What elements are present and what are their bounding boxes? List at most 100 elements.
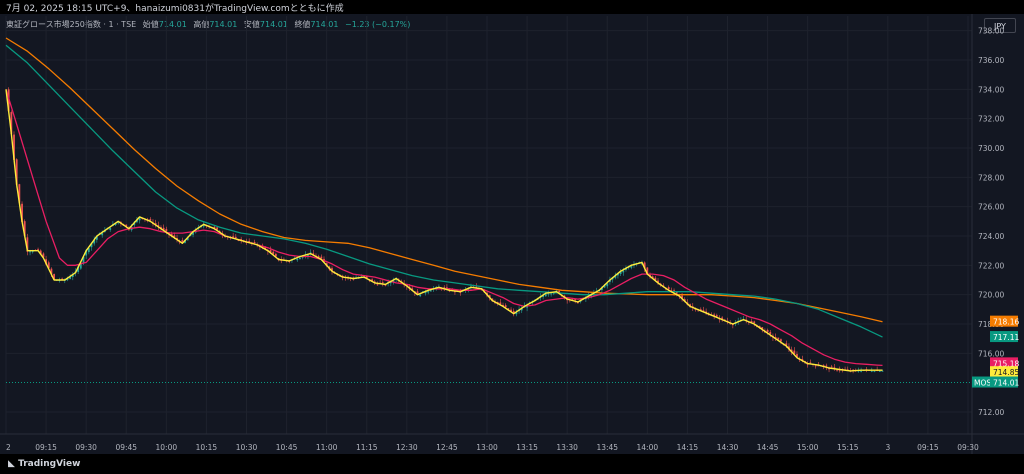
candle-body	[424, 291, 427, 294]
candle-body	[705, 311, 708, 313]
price-marker-value: 718.16	[993, 318, 1019, 327]
candle-body	[657, 280, 659, 283]
candle-body	[878, 371, 881, 372]
candle-body	[87, 248, 90, 253]
candle-body	[873, 371, 876, 373]
candle-body	[822, 365, 825, 367]
candle-body	[731, 324, 734, 326]
candle-body	[504, 305, 507, 308]
time-tick-label: 12:30	[396, 443, 418, 452]
candle-body	[138, 217, 141, 221]
price-tick-label: 734.00	[978, 85, 1004, 94]
price-chart[interactable]: 712.00716.00718.00720.00722.00724.00726.…	[0, 14, 1024, 454]
candle-body	[654, 277, 657, 281]
candle-body	[547, 293, 550, 295]
candle-body	[331, 268, 333, 272]
high-label: 高値	[193, 20, 210, 29]
time-tick-label: 09:15	[917, 443, 939, 452]
time-tick-label: 11:15	[356, 443, 378, 452]
candle-body	[753, 321, 756, 323]
ma-teal-series	[5, 44, 883, 338]
candle-body	[7, 89, 10, 112]
candle-body	[272, 251, 275, 255]
time-tick-label: 14:15	[677, 443, 699, 452]
candle-body	[253, 241, 256, 244]
low-label: 安値	[243, 20, 260, 29]
candle-body	[443, 287, 446, 289]
candle-body	[109, 227, 112, 230]
candle-body	[117, 221, 120, 224]
candle-body	[785, 343, 788, 346]
candle-body	[381, 282, 384, 284]
time-tick-label: 12:45	[436, 443, 458, 452]
candle-body	[833, 367, 836, 369]
candles	[7, 87, 884, 374]
time-tick-label: 15:15	[837, 443, 859, 452]
candle-body	[788, 346, 790, 350]
currency-button[interactable]: JPY	[984, 18, 1016, 33]
open-label: 始値	[142, 20, 159, 29]
candle-body	[512, 311, 515, 314]
candle-body	[15, 159, 18, 185]
candle-body	[23, 221, 26, 236]
candle-body	[721, 317, 724, 319]
candle-body	[817, 365, 820, 367]
symbol-legend: 東証グロース市場250指数 · 1 · TSE 始値714.01 高値714.0…	[6, 19, 410, 30]
candle-body	[307, 255, 309, 257]
candle-body	[622, 270, 625, 273]
candle-body	[416, 291, 419, 294]
price-marker-value: 714.85	[993, 368, 1019, 377]
candle-body	[651, 276, 654, 279]
price-tick-label: 716.00	[978, 349, 1004, 358]
candle-body	[809, 362, 812, 364]
candle-body	[29, 251, 31, 253]
candle-body	[526, 305, 528, 308]
candle-body	[857, 370, 860, 372]
candle-body	[758, 325, 761, 328]
price-tick-label: 722.00	[978, 261, 1004, 270]
candle-body	[101, 233, 104, 236]
change-value: −1.23 (−0.17%)	[344, 20, 411, 29]
candle-body	[507, 308, 510, 311]
candle-body	[681, 295, 683, 299]
candle-body	[61, 278, 64, 280]
candle-body	[31, 251, 34, 253]
candle-body	[170, 234, 173, 236]
candle-body	[715, 315, 718, 317]
tradingview-logo[interactable]: ◣ TradingView	[8, 459, 80, 469]
ma-pink-series	[5, 89, 883, 367]
candle-body	[240, 239, 243, 240]
time-tick-label: 09:15	[35, 443, 57, 452]
chart-grid	[0, 14, 1024, 454]
price-tick-label: 712.00	[978, 408, 1004, 417]
candle-body	[149, 219, 152, 221]
candle-body	[614, 275, 617, 278]
candle-body	[232, 236, 235, 238]
candle-body	[702, 310, 705, 312]
candle-body	[82, 256, 85, 263]
open-value: 714.01	[158, 20, 187, 29]
symbol-name[interactable]: 東証グロース市場250指数 · 1 · TSE	[6, 20, 137, 29]
candle-body	[162, 227, 165, 230]
candle-body	[419, 294, 422, 297]
candle-body	[713, 314, 716, 316]
close-value: 714.01	[310, 20, 339, 29]
candle-body	[499, 302, 502, 305]
time-axis[interactable]: 2 09:15 09:30 09:45 10:00 10:15 10:30 10:45 11:0…	[6, 443, 979, 452]
candle-body	[10, 112, 13, 134]
price-marker-value: 717.11	[993, 333, 1019, 342]
attribution-text: 7月 02, 2025 18:15 UTC+9、hanaizumi0831がTr…	[6, 4, 344, 14]
time-tick-label: 2	[6, 443, 11, 452]
close-label: 終値	[294, 20, 311, 29]
price-tick-label: 724.00	[978, 232, 1004, 241]
candle-body	[574, 299, 577, 301]
time-tick-label: 11:00	[316, 443, 338, 452]
candle-body	[274, 253, 277, 257]
candle-body	[317, 256, 320, 258]
time-tick-label: 14:45	[757, 443, 779, 452]
candle-body	[630, 266, 633, 268]
candle-body	[384, 284, 387, 286]
candle-body	[365, 276, 368, 278]
candle-body	[165, 229, 168, 232]
time-tick-label: 15:00	[797, 443, 819, 452]
